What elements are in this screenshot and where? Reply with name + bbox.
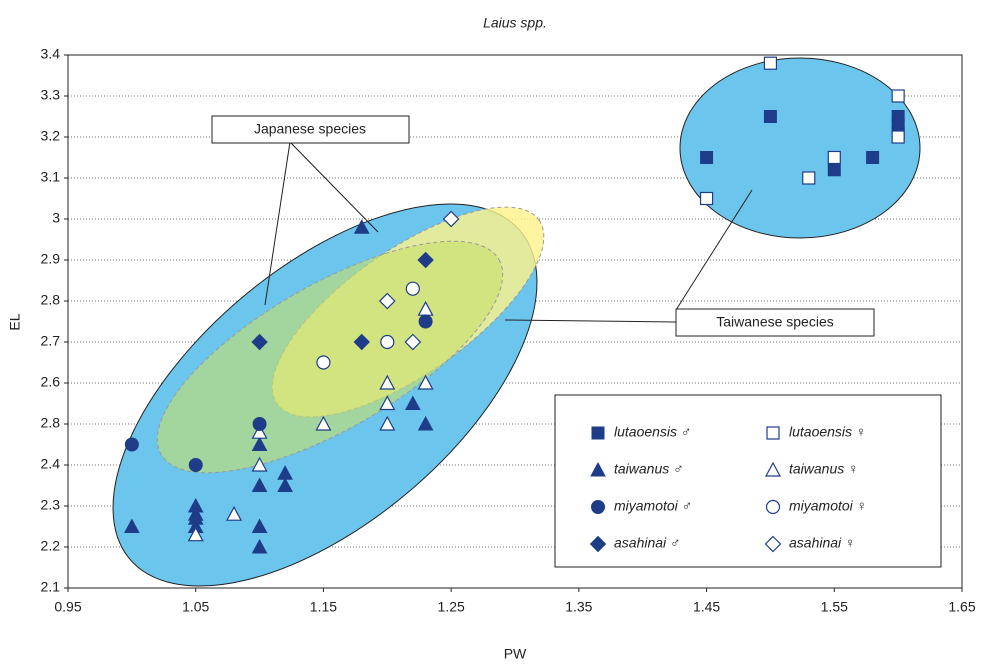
point — [251, 518, 268, 533]
legend-label: taiwanus ♂ — [614, 461, 684, 477]
legend-marker — [766, 426, 780, 440]
point — [251, 436, 268, 451]
regions — [112, 57, 921, 587]
callout-line — [504, 319, 677, 323]
point — [277, 477, 293, 492]
point — [404, 395, 421, 410]
point — [251, 456, 268, 472]
chart-title: Laius spp. — [483, 15, 547, 31]
point — [379, 374, 396, 390]
y-tick-label: 2.8 — [41, 415, 61, 431]
x-tick-label: 1.15 — [310, 599, 337, 615]
point — [700, 151, 714, 164]
y-tick-label: 2.4 — [41, 456, 61, 472]
point — [252, 417, 267, 431]
point — [124, 518, 140, 533]
y-tick-label: 2.7 — [41, 333, 61, 349]
point — [866, 151, 880, 164]
point — [353, 333, 370, 351]
y-tick-label: 3.2 — [41, 128, 61, 144]
legend-marker — [589, 535, 607, 553]
legend-label: lutaoensis ♀ — [789, 424, 866, 440]
point — [226, 505, 243, 521]
legend-marker — [591, 500, 605, 514]
point — [404, 333, 422, 351]
x-tick-label: 0.95 — [54, 599, 81, 615]
legend-label: lutaoensis ♂ — [614, 424, 691, 440]
point — [417, 415, 434, 431]
x-tick-label: 1.65 — [948, 599, 975, 615]
x-tick-label: 1.25 — [438, 599, 465, 615]
x-tick-label: 1.45 — [693, 599, 720, 615]
y-tick-label: 2.9 — [41, 251, 61, 267]
point — [187, 526, 204, 542]
point — [699, 191, 714, 206]
y-tick-label: 2.1 — [41, 579, 61, 595]
point — [316, 355, 331, 370]
point — [802, 171, 816, 185]
plot-frame — [67, 54, 963, 589]
y-tick-label: 3 — [52, 210, 60, 226]
point — [417, 374, 434, 390]
point — [763, 110, 777, 123]
legend-items: lutaoensis ♂ lutaoensis ♀ taiwanus ♂ taiwan… — [589, 424, 867, 553]
point — [379, 415, 396, 431]
legend-label: taiwanus ♀ — [789, 461, 859, 477]
y-tick-label: 2.3 — [41, 497, 61, 513]
legend-marker — [591, 426, 605, 440]
legend-label: asahinai ♀ — [789, 535, 856, 551]
point — [124, 437, 139, 452]
point — [405, 281, 420, 296]
point — [417, 251, 434, 269]
annotation-box — [675, 308, 875, 337]
point — [418, 314, 433, 329]
legend-marker — [590, 461, 606, 477]
point — [891, 130, 905, 144]
point — [188, 458, 203, 472]
point — [827, 163, 841, 177]
point — [251, 333, 268, 351]
legend-label: miyamotoi ♂ — [614, 498, 692, 514]
point — [827, 150, 841, 165]
point — [353, 219, 370, 234]
point — [315, 415, 332, 431]
y-tick-label: 3.1 — [41, 169, 61, 185]
x-tick-label: 1.55 — [821, 599, 848, 615]
y-tick-label: 3.3 — [41, 87, 61, 103]
japanese-region — [156, 240, 504, 474]
legend-label: asahinai ♂ — [614, 535, 681, 551]
annotation: Japanese species — [254, 121, 366, 137]
marks — [124, 56, 905, 554]
point — [251, 477, 268, 492]
y-tick-label: 2.6 — [41, 374, 61, 390]
point — [379, 395, 396, 411]
legend-marker — [764, 461, 782, 477]
point — [251, 538, 268, 554]
point — [442, 210, 460, 228]
x-tick-label: 1.05 — [182, 599, 209, 615]
point — [891, 89, 905, 103]
legend-marker — [765, 499, 781, 515]
point — [380, 334, 395, 350]
legend-label: miyamotoi ♀ — [789, 498, 867, 514]
callout-line — [675, 189, 753, 311]
y-tick-label: 2.8 — [41, 292, 61, 308]
legend — [554, 394, 942, 568]
point — [378, 292, 396, 310]
x-tick-label: 1.35 — [565, 599, 592, 615]
y-axis-label: EL — [7, 313, 23, 330]
taiwanese-region — [679, 57, 921, 239]
annotation-box — [211, 115, 410, 144]
point — [251, 423, 268, 439]
x-axis-label: PW — [504, 646, 527, 662]
point — [763, 56, 778, 70]
y-tick-label: 2.2 — [41, 538, 61, 554]
legend-marker — [764, 535, 782, 553]
y-tick-label: 3.4 — [41, 46, 61, 62]
annotation: Taiwanese species — [716, 314, 834, 330]
